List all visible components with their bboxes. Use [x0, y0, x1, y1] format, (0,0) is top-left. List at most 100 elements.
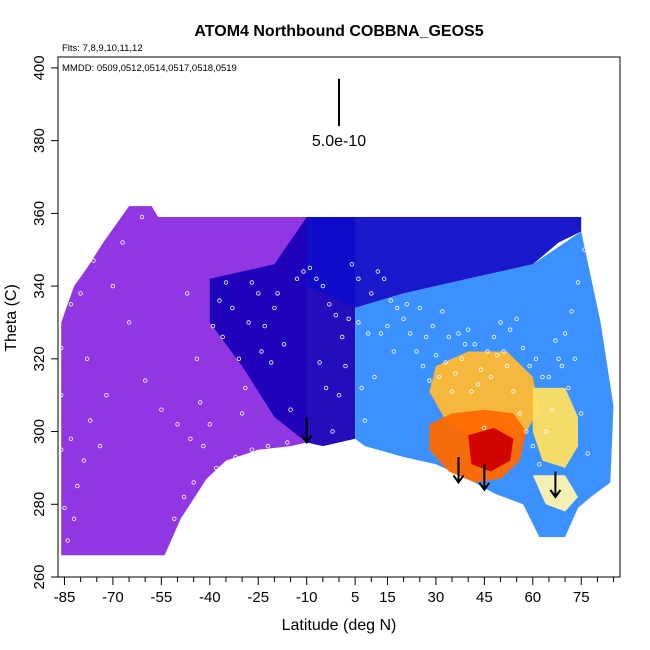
dates-note: MMDD: 0509,0512,0514,0517,0518,0519: [62, 63, 237, 74]
observation-point: [159, 407, 164, 412]
chart-title: ATOM4 Northbound COBBNA_GEOS5: [194, 23, 483, 40]
observation-point: [433, 353, 439, 358]
observation-point: [97, 443, 103, 449]
field-region-deep-blue-upper: [306, 217, 582, 308]
observation-point: [259, 349, 264, 354]
observation-point: [327, 302, 332, 307]
observation-point: [482, 425, 487, 431]
y-tick-label: 380: [31, 128, 48, 153]
observation-point: [566, 385, 571, 391]
observation-point: [68, 302, 74, 307]
observation-point: [68, 436, 74, 441]
observation-point: [572, 356, 577, 361]
observation-point: [394, 305, 400, 311]
observation-point: [201, 443, 206, 449]
field-region-north-pale-band: [532, 387, 578, 468]
observation-point: [401, 316, 406, 321]
observation-point: [417, 305, 422, 311]
observation-point: [301, 269, 306, 274]
observation-point: [181, 494, 187, 500]
observation-point: [388, 298, 393, 303]
observation-point: [466, 327, 471, 332]
observation-point: [488, 374, 493, 380]
observation-point: [262, 323, 267, 329]
arrow-head: [549, 489, 562, 499]
observation-point: [71, 516, 77, 521]
x-axis-label: Latitude (deg N): [282, 617, 397, 634]
observation-point: [369, 291, 374, 296]
y-tick-label: 360: [31, 201, 48, 226]
observation-point: [233, 454, 238, 460]
observation-point: [217, 298, 222, 303]
x-tick-label: 30: [428, 589, 445, 606]
observation-point: [498, 320, 503, 325]
observation-point: [78, 291, 83, 296]
observation-point: [543, 429, 548, 434]
x-tick-label: -85: [54, 589, 76, 606]
observation-point: [269, 360, 274, 365]
y-tick-label: 300: [31, 419, 48, 444]
y-tick-label: 280: [31, 492, 48, 517]
observation-point: [520, 345, 526, 351]
observation-point: [230, 305, 235, 311]
observation-point: [524, 429, 529, 434]
observation-point: [307, 265, 313, 271]
x-tick-label: -10: [296, 589, 318, 606]
observation-point: [491, 334, 497, 340]
observation-point: [288, 407, 293, 412]
observation-point: [430, 323, 435, 329]
field-region-hot-core: [468, 427, 514, 472]
observation-point: [294, 276, 300, 281]
y-tick-label: 340: [31, 274, 48, 299]
x-tick-label: -40: [199, 589, 221, 606]
observation-point: [340, 334, 345, 340]
observation-point: [504, 363, 510, 369]
observation-point: [59, 345, 64, 351]
x-tick-label: 45: [476, 589, 493, 606]
observation-point: [575, 280, 581, 285]
observation-point: [62, 505, 67, 511]
y-tick-label: 320: [31, 346, 48, 371]
observation-point: [249, 447, 254, 452]
observation-point: [346, 316, 351, 321]
observation-point: [456, 331, 461, 336]
observation-point: [382, 276, 387, 281]
observation-point: [537, 462, 542, 467]
observation-point: [336, 393, 342, 398]
observation-point: [585, 451, 590, 456]
observation-point: [330, 429, 335, 434]
observation-point: [184, 291, 190, 296]
observation-point: [256, 291, 261, 296]
observation-point: [469, 389, 474, 394]
observation-point: [550, 407, 555, 412]
observation-point: [188, 436, 193, 441]
observation-point: [511, 389, 516, 394]
observation-point: [407, 331, 413, 336]
observation-point: [120, 240, 125, 245]
arrow-head: [300, 434, 313, 445]
observation-point: [592, 236, 597, 241]
observation-point: [75, 483, 80, 489]
x-tick-label: 75: [573, 589, 590, 606]
observation-point: [359, 385, 364, 391]
observation-point: [459, 356, 464, 361]
observation-point: [453, 371, 458, 376]
x-axis: -85 -70 -55 -40 -25 -10 5 15 30 45 60 75: [54, 576, 620, 606]
observation-point: [440, 309, 445, 314]
observation-point: [275, 291, 280, 296]
observation-point: [272, 305, 277, 311]
observation-point: [142, 378, 148, 383]
observation-point: [91, 258, 96, 263]
observation-point: [243, 385, 248, 391]
observation-point: [88, 418, 93, 423]
observation-point: [562, 331, 568, 336]
observation-point: [172, 516, 177, 521]
observation-point: [84, 356, 90, 361]
flights-note: Flts: 7,8,9,10,11,12: [62, 43, 143, 54]
observation-point: [175, 422, 180, 427]
observation-point: [475, 382, 481, 387]
observation-point: [281, 342, 287, 347]
observation-point: [265, 443, 271, 449]
observation-point: [323, 385, 329, 391]
points-layer: [59, 214, 600, 543]
